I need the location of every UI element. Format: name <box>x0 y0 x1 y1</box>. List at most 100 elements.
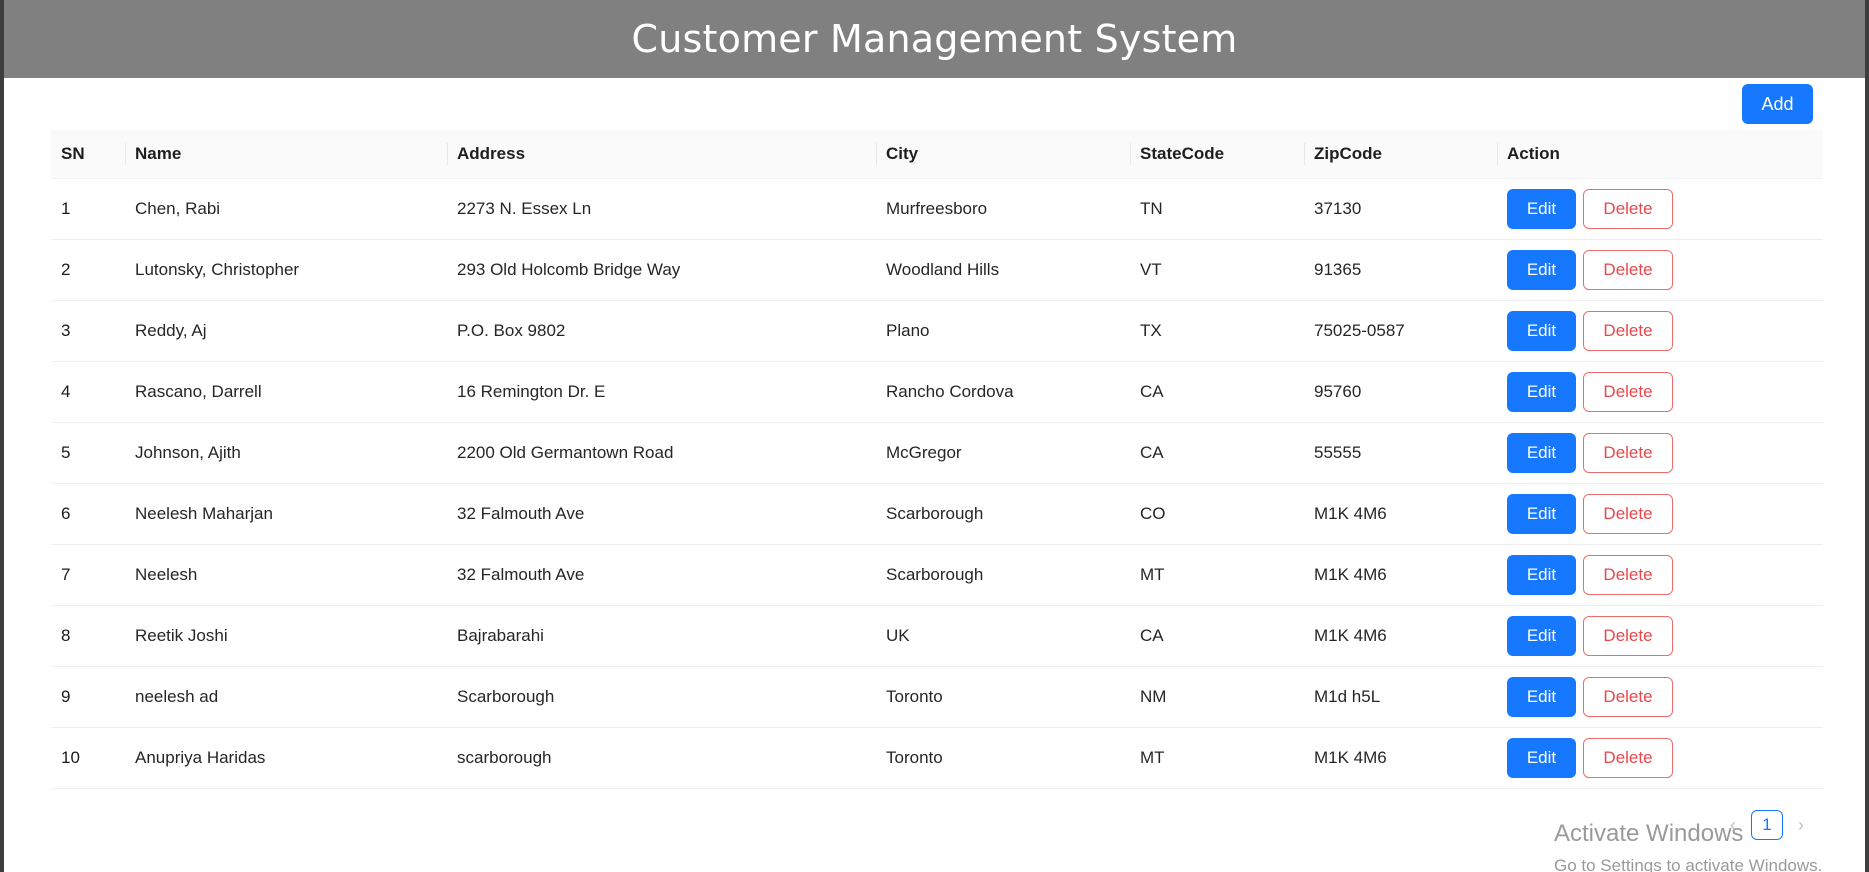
row-city: Woodland Hills <box>876 239 1130 301</box>
row-address: 2200 Old Germantown Road <box>447 422 876 484</box>
table-row: 1 Chen, Rabi 2273 N. Essex Ln Murfreesboro T… <box>51 178 1823 240</box>
table-row: 6 Neelesh Maharjan 32 Falmouth Ave Scarboro… <box>51 483 1823 545</box>
row-zipcode: 55555 <box>1304 422 1497 484</box>
row-address: 16 Remington Dr. E <box>447 361 876 423</box>
row-statecode: CA <box>1130 361 1304 423</box>
row-name: Johnson, Ajith <box>125 422 447 484</box>
delete-button[interactable]: Delete <box>1583 676 1673 717</box>
row-zipcode: M1K 4M6 <box>1304 544 1497 606</box>
column-header-name: Name <box>125 130 447 179</box>
edit-button[interactable]: Edit <box>1507 676 1576 717</box>
row-statecode: CA <box>1130 605 1304 667</box>
row-actions: Edit Delete <box>1497 239 1823 301</box>
row-statecode: MT <box>1130 544 1304 606</box>
table-row: 2 Lutonsky, Christopher 293 Old Holcomb Br… <box>51 239 1823 301</box>
table-row: 10 Anupriya Haridas scarborough Toronto MT M1… <box>51 727 1823 789</box>
edit-button[interactable]: Edit <box>1507 554 1576 595</box>
edit-button[interactable]: Edit <box>1507 310 1576 351</box>
edit-button[interactable]: Edit <box>1507 188 1576 229</box>
row-address: Scarborough <box>447 666 876 728</box>
row-actions: Edit Delete <box>1497 361 1823 423</box>
row-statecode: VT <box>1130 239 1304 301</box>
delete-button[interactable]: Delete <box>1583 371 1673 412</box>
delete-button[interactable]: Delete <box>1583 493 1673 534</box>
row-actions: Edit Delete <box>1497 544 1823 606</box>
page-number-1[interactable]: 1 <box>1751 810 1783 840</box>
row-statecode: TX <box>1130 300 1304 362</box>
row-sn: 2 <box>51 239 125 301</box>
row-zipcode: M1K 4M6 <box>1304 605 1497 667</box>
row-sn: 9 <box>51 666 125 728</box>
row-address: 32 Falmouth Ave <box>447 544 876 606</box>
row-actions: Edit Delete <box>1497 727 1823 789</box>
row-city: McGregor <box>876 422 1130 484</box>
row-sn: 6 <box>51 483 125 545</box>
chevron-right-icon[interactable]: › <box>1798 814 1804 835</box>
table-row: 7 Neelesh 32 Falmouth Ave Scarborough MT M1K … <box>51 544 1823 606</box>
row-sn: 7 <box>51 544 125 606</box>
row-city: Toronto <box>876 727 1130 789</box>
row-name: Lutonsky, Christopher <box>125 239 447 301</box>
edit-button[interactable]: Edit <box>1507 371 1576 412</box>
row-zipcode: M1K 4M6 <box>1304 483 1497 545</box>
row-actions: Edit Delete <box>1497 178 1823 240</box>
row-zipcode: 37130 <box>1304 178 1497 240</box>
column-header-statecode: StateCode <box>1130 130 1304 179</box>
edit-button[interactable]: Edit <box>1507 249 1576 290</box>
edit-button[interactable]: Edit <box>1507 432 1576 473</box>
row-name: neelesh ad <box>125 666 447 728</box>
row-address: 32 Falmouth Ave <box>447 483 876 545</box>
row-city: Plano <box>876 300 1130 362</box>
app-window: Customer Management System Add SN Name A… <box>4 0 1865 872</box>
page-title: Customer Management System <box>631 17 1238 61</box>
row-sn: 1 <box>51 178 125 240</box>
row-city: Toronto <box>876 666 1130 728</box>
row-zipcode: 95760 <box>1304 361 1497 423</box>
row-address: Bajrabarahi <box>447 605 876 667</box>
row-actions: Edit Delete <box>1497 605 1823 667</box>
row-address: P.O. Box 9802 <box>447 300 876 362</box>
row-city: Scarborough <box>876 544 1130 606</box>
table-row: 8 Reetik Joshi Bajrabarahi UK CA M1K 4M6 Edit D… <box>51 605 1823 667</box>
row-statecode: NM <box>1130 666 1304 728</box>
row-name: Reetik Joshi <box>125 605 447 667</box>
row-name: Chen, Rabi <box>125 178 447 240</box>
row-city: Rancho Cordova <box>876 361 1130 423</box>
table-header-row: SN Name Address City StateCode ZipCode A… <box>51 130 1823 179</box>
row-statecode: MT <box>1130 727 1304 789</box>
delete-button[interactable]: Delete <box>1583 554 1673 595</box>
delete-button[interactable]: Delete <box>1583 249 1673 290</box>
row-zipcode: M1K 4M6 <box>1304 727 1497 789</box>
row-city: Murfreesboro <box>876 178 1130 240</box>
row-statecode: CA <box>1130 422 1304 484</box>
table-row: 5 Johnson, Ajith 2200 Old Germantown Road M… <box>51 422 1823 484</box>
chevron-left-icon[interactable]: ‹ <box>1730 814 1736 835</box>
edit-button[interactable]: Edit <box>1507 615 1576 656</box>
row-actions: Edit Delete <box>1497 483 1823 545</box>
table-row: 3 Reddy, Aj P.O. Box 9802 Plano TX 75025-0587… <box>51 300 1823 362</box>
row-name: Reddy, Aj <box>125 300 447 362</box>
row-actions: Edit Delete <box>1497 422 1823 484</box>
row-name: Neelesh <box>125 544 447 606</box>
column-header-action: Action <box>1497 130 1823 179</box>
row-address: scarborough <box>447 727 876 789</box>
row-sn: 8 <box>51 605 125 667</box>
table-row: 9 neelesh ad Scarborough Toronto NM M1d h5L Ed… <box>51 666 1823 728</box>
row-sn: 4 <box>51 361 125 423</box>
edit-button[interactable]: Edit <box>1507 737 1576 778</box>
delete-button[interactable]: Delete <box>1583 432 1673 473</box>
delete-button[interactable]: Delete <box>1583 310 1673 351</box>
row-sn: 5 <box>51 422 125 484</box>
delete-button[interactable]: Delete <box>1583 737 1673 778</box>
add-customer-button[interactable]: Add <box>1742 84 1813 124</box>
delete-button[interactable]: Delete <box>1583 188 1673 229</box>
row-address: 293 Old Holcomb Bridge Way <box>447 239 876 301</box>
row-zipcode: 75025-0587 <box>1304 300 1497 362</box>
delete-button[interactable]: Delete <box>1583 615 1673 656</box>
app-header: Customer Management System <box>4 0 1865 78</box>
row-actions: Edit Delete <box>1497 300 1823 362</box>
column-header-address: Address <box>447 130 876 179</box>
column-header-zipcode: ZipCode <box>1304 130 1497 179</box>
edit-button[interactable]: Edit <box>1507 493 1576 534</box>
table-row: 4 Rascano, Darrell 16 Remington Dr. E Ranch… <box>51 361 1823 423</box>
